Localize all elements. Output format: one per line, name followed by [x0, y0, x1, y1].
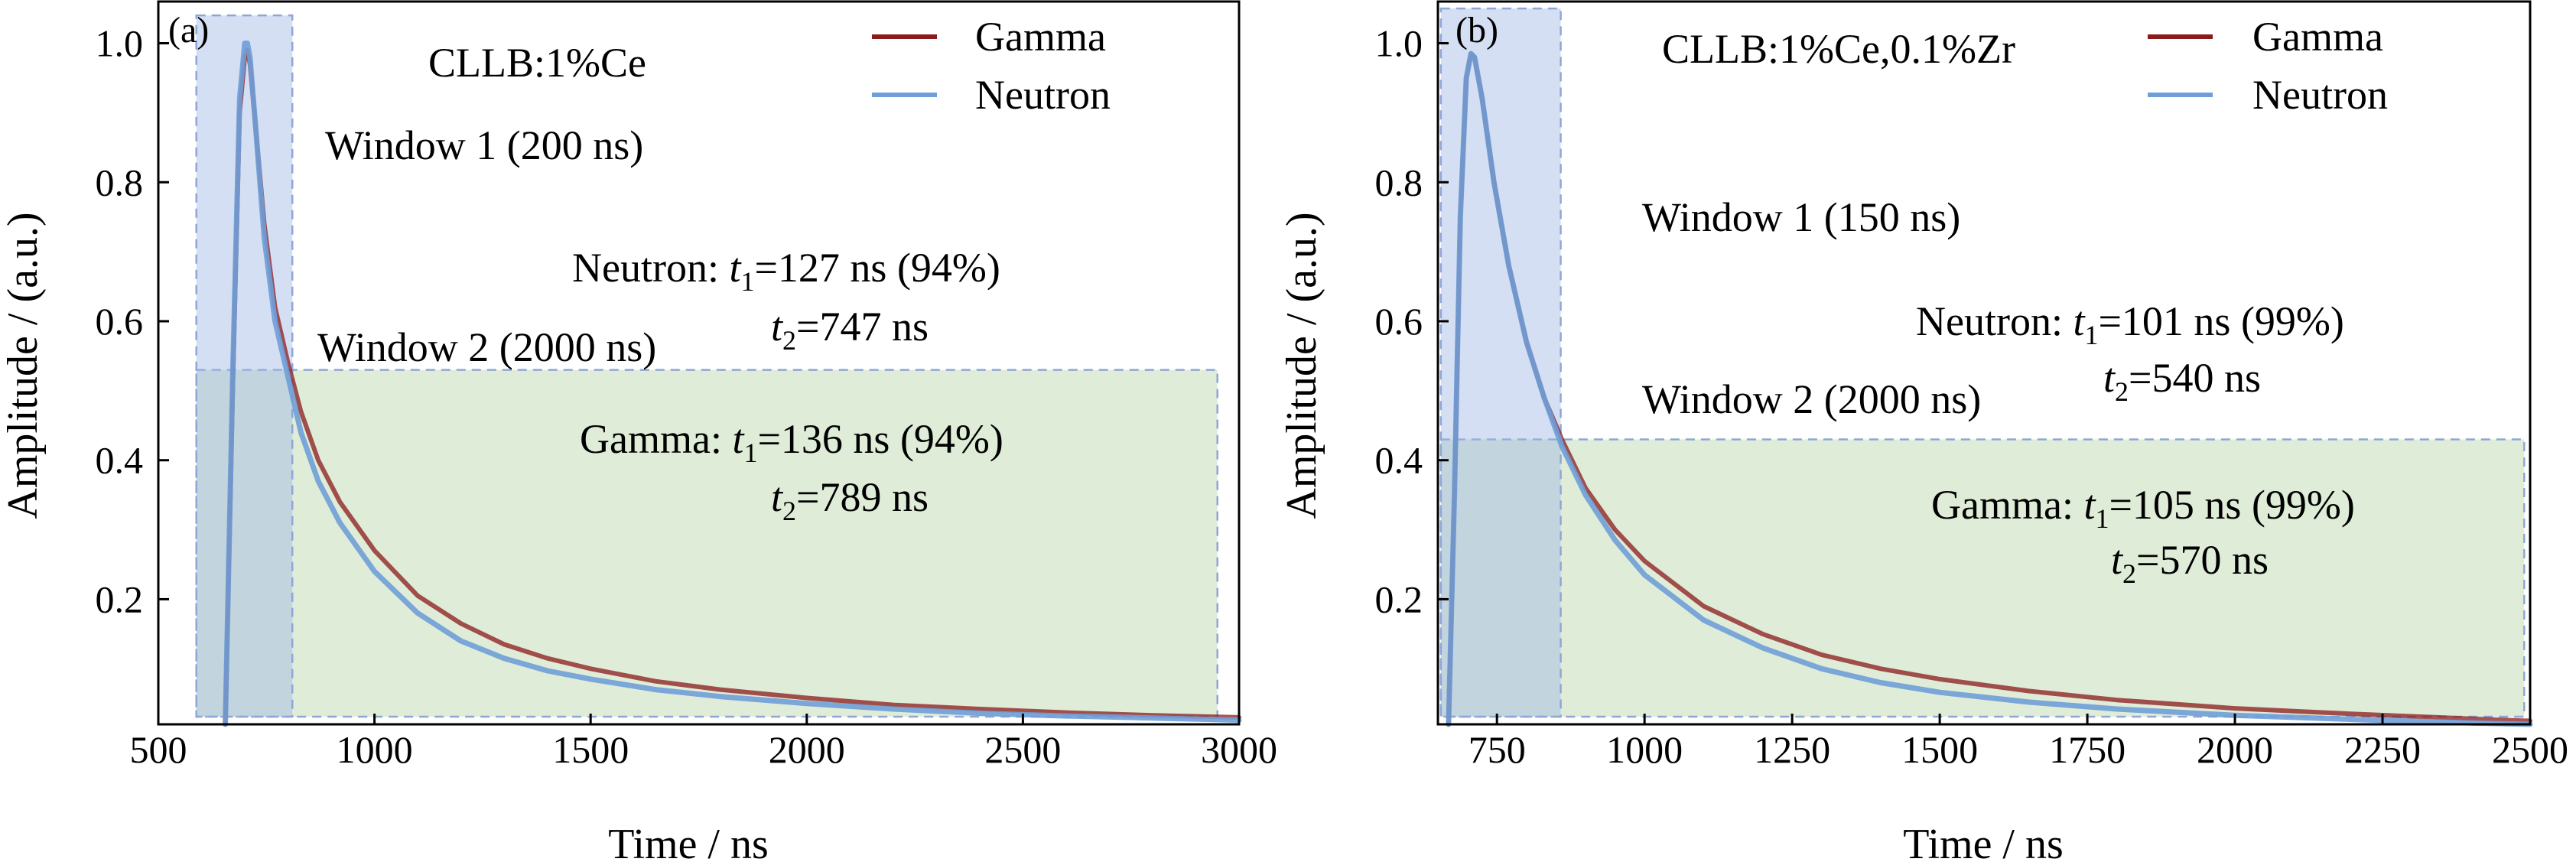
panel-a-y-tick-label: 0.2 [96, 577, 144, 620]
panel-a-neutron-curve [223, 41, 1242, 727]
panel-b-plot-frame [1436, 0, 2532, 726]
panel-a-gamma-prefix: Gamma: [580, 416, 722, 462]
panel-b-x-axis-label: Time / ns [1903, 821, 2064, 862]
panel-a-neutron-time-constants: Neutron: t1=127 ns (94%) [572, 245, 1000, 297]
panel-b-gamma-time-constants: Gamma: t1=105 ns (99%) [1931, 482, 2355, 534]
panel-a-neutron-prefix: Neutron: [572, 245, 719, 291]
panel-a-neutron-t1-value: =127 ns (94%) [754, 245, 1000, 291]
panel-b-x-tick-label: 750 [1469, 728, 1526, 771]
panel-b-legend-gamma-label: Gamma [2252, 14, 2383, 60]
panel-b-legend-neutron-label: Neutron [2252, 72, 2388, 118]
panel-b-x-tick-label: 1250 [1754, 728, 1830, 771]
panel-a-gamma-t1-value: =136 ns (94%) [757, 416, 1003, 462]
panel-a-y-tick-label: 0.8 [96, 161, 144, 203]
panel-b-x-tick-label: 2000 [2197, 728, 2273, 771]
panel-b-y-axis-label: Amplitude / (a.u.) [1278, 212, 1325, 519]
panel-a-x-tick-label: 2500 [984, 728, 1061, 771]
panel-b-tag: (b) [1456, 10, 1498, 50]
panel-b-y-ticks: 0.2 0.4 0.6 0.8 1.0 [1375, 22, 1449, 620]
panel-b-neutron-t1-value: =101 ns (99%) [2098, 298, 2343, 344]
panel-a: 500 1000 1500 2000 2500 3000 0.20.40.60.81.0 … [0, 0, 1277, 862]
panel-a-x-ticks: 500 1000 1500 2000 2500 3000 [130, 714, 1277, 771]
panel-a-tag: (a) [168, 10, 209, 50]
panel-b-gamma-t2: t2=570 ns [2111, 537, 2269, 589]
panel-b: 750 1000 1250 1500 1750 2000 2250 2500 0.20.40.… [1278, 0, 2568, 862]
panel-b-window2-region [1439, 438, 2526, 718]
panel-b-y-tick-label: 0.2 [1375, 577, 1423, 620]
panel-a-title: CLLB:1%Ce [428, 40, 646, 86]
panel-b-x-tick-label: 1000 [1606, 728, 1683, 771]
panel-a-legend-gamma-label: Gamma [975, 14, 1106, 60]
panel-a-window1-label: Window 1 (200 ns) [325, 122, 643, 168]
panel-a-legend: Gamma Neutron [872, 14, 1111, 118]
panel-b-x-tick-label: 1750 [2049, 728, 2126, 771]
panel-b-y-tick-label: 1.0 [1375, 22, 1423, 65]
panel-b-windows [1439, 7, 2526, 718]
panel-a-window1-region [195, 14, 294, 718]
panel-b-window1-region [1439, 7, 1562, 718]
panel-b-y-tick-label: 0.6 [1375, 300, 1423, 343]
panel-a-y-tick-label: 0.6 [96, 300, 144, 343]
panel-a-x-tick-label: 3000 [1201, 728, 1277, 771]
panel-a-x-tick-label: 500 [130, 728, 187, 771]
panel-a-x-tick-label: 1000 [337, 728, 413, 771]
panel-b-gamma-t1-value: =105 ns (99%) [2109, 482, 2354, 528]
panel-b-window2-label: Window 2 (2000 ns) [1642, 376, 1981, 422]
panel-b-title: CLLB:1%Ce,0.1%Zr [1662, 26, 2015, 72]
panel-b-curves [1446, 50, 2533, 727]
panel-a-x-axis-label: Time / ns [608, 821, 769, 862]
panel-b-x-ticks: 750 1000 1250 1500 1750 2000 2250 2500 [1469, 714, 2568, 771]
panel-b-gamma-prefix: Gamma: [1931, 482, 2073, 528]
panel-b-neutron-t2: t2=540 ns [2103, 355, 2261, 407]
panel-b-x-tick-label: 2250 [2344, 728, 2421, 771]
panel-b-neutron-t2-value: =540 ns [2129, 355, 2261, 401]
panel-a-x-tick-label: 2000 [769, 728, 845, 771]
panel-a-neutron-t2: t2=747 ns [771, 304, 929, 356]
panel-a-curves [223, 41, 1242, 727]
panel-a-window2-label: Window 2 (2000 ns) [317, 324, 656, 370]
panel-b-legend: Gamma Neutron [2148, 14, 2388, 118]
panel-a-neutron-t2-value: =747 ns [796, 304, 929, 350]
panel-a-plot-frame [157, 0, 1241, 726]
panel-b-neutron-time-constants: Neutron: t1=101 ns (99%) [1916, 298, 2344, 350]
panel-b-y-tick-label: 0.8 [1375, 161, 1423, 203]
panel-b-neutron-prefix: Neutron: [1916, 298, 2063, 344]
panel-a-y-tick-label: 1.0 [96, 22, 144, 65]
panel-b-x-tick-label: 1500 [1901, 728, 1978, 771]
panel-b-y-tick-label: 0.4 [1375, 439, 1423, 482]
panel-b-window1-label: Window 1 (150 ns) [1642, 194, 1960, 240]
panel-a-y-ticks: 0.2 0.4 0.6 0.8 1.0 [96, 22, 169, 620]
panel-a-gamma-t2-value: =789 ns [796, 474, 929, 520]
panel-a-legend-neutron-label: Neutron [975, 72, 1111, 118]
panel-a-gamma-time-constants: Gamma: t1=136 ns (94%) [580, 416, 1003, 468]
panel-a-y-axis-label: Amplitude / (a.u.) [0, 212, 47, 519]
panel-b-neutron-curve [1446, 50, 2533, 727]
panel-a-x-tick-label: 1500 [552, 728, 629, 771]
panel-b-x-tick-label: 2500 [2492, 728, 2568, 771]
panel-a-y-tick-label: 0.4 [96, 439, 144, 482]
panel-a-gamma-t2: t2=789 ns [771, 474, 929, 526]
panel-b-gamma-t2-value: =570 ns [2136, 537, 2269, 583]
